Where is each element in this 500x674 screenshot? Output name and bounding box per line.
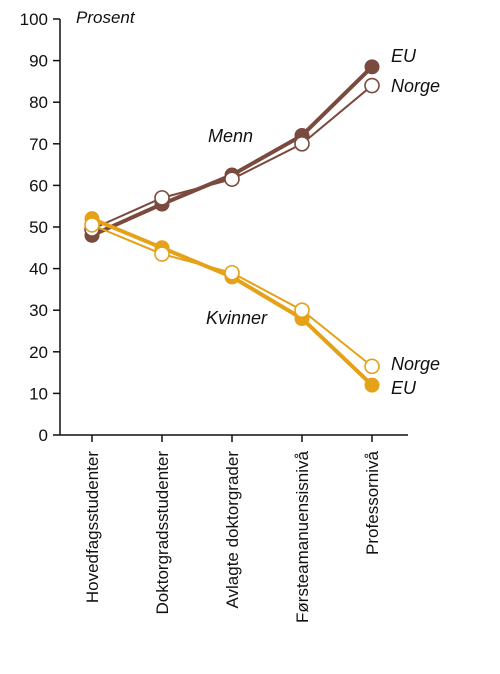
y-tick-label: 100 [20, 10, 48, 29]
y-tick-label: 50 [29, 218, 48, 237]
y-tick-label: 40 [29, 260, 48, 279]
x-tick-label: Doktorgradsstudenter [153, 451, 172, 615]
y-tick-label: 70 [29, 135, 48, 154]
data-point [154, 246, 170, 262]
data-point [294, 302, 310, 319]
y-tick-label: 80 [29, 93, 48, 112]
annotations: Menn Kvinner EU Norge Norge EU [206, 46, 440, 398]
x-tick-label: Professornivå [363, 450, 382, 554]
annotation-kvinner: Kvinner [206, 308, 268, 328]
annotation-menn: Menn [208, 126, 253, 146]
series-menn-eu [84, 59, 380, 243]
y-axis-label: Prosent [76, 8, 136, 27]
data-point [224, 264, 240, 281]
y-tick-label: 60 [29, 176, 48, 195]
y-ticks: 0 10 20 30 40 50 60 70 80 90 100 [20, 10, 60, 445]
data-point [84, 217, 100, 233]
data-point [364, 59, 380, 75]
data-point [154, 190, 170, 206]
series-menn-norge [84, 77, 380, 237]
data-point [364, 358, 380, 375]
annotation-kvinner-eu: EU [391, 378, 417, 398]
data-point [224, 171, 240, 187]
annotation-kvinner-norge: Norge [391, 354, 440, 374]
series-kvinner-norge [84, 217, 380, 375]
x-tick-label: Avlagte doktorgrader [223, 451, 242, 609]
series-kvinner-eu [84, 211, 380, 393]
y-tick-label: 90 [29, 52, 48, 71]
annotation-menn-norge: Norge [391, 76, 440, 96]
data-point [364, 377, 380, 393]
data-point [294, 136, 310, 152]
x-tick-labels: Hovedfagsstudenter Doktorgradsstudenter Av… [83, 435, 382, 623]
y-tick-label: 10 [29, 384, 48, 403]
y-tick-label: 0 [39, 426, 48, 445]
x-tick-label: Hovedfagsstudenter [83, 451, 102, 603]
y-tick-label: 20 [29, 343, 48, 362]
x-tick-label: Førsteamanuensisnivå [293, 450, 312, 623]
y-tick-label: 30 [29, 301, 48, 320]
series-group [84, 59, 380, 393]
data-point [364, 77, 380, 94]
annotation-menn-eu: EU [391, 46, 417, 66]
series-line [91, 216, 374, 387]
